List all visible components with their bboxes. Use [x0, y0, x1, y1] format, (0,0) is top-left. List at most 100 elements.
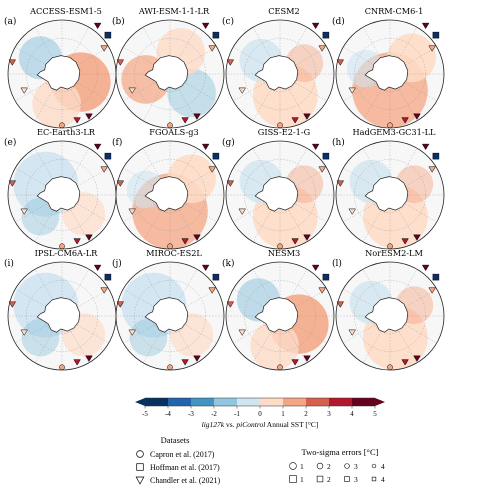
- proxy-triangle-marker: [336, 180, 345, 187]
- antarctica-outline: [254, 55, 299, 91]
- proxy-triangle-marker: [85, 113, 93, 120]
- proxy-triangle-marker: [201, 22, 210, 30]
- antarctica-outline: [36, 297, 81, 333]
- sst-anomaly-blob: [21, 318, 60, 357]
- proxy-triangle-marker: [100, 166, 108, 173]
- proxy-circle-marker: [59, 122, 65, 129]
- colorbar-tick-label: 5: [373, 410, 377, 418]
- proxy-square-marker: [322, 152, 330, 160]
- proxy-square-marker: [432, 31, 440, 39]
- panel-title: EC-Earth3-LR: [37, 127, 96, 137]
- error-square-marker: [344, 476, 350, 482]
- proxy-triangle-marker: [73, 117, 81, 124]
- proxy-circle-marker: [167, 364, 173, 371]
- proxy-triangle-marker: [348, 208, 356, 215]
- panel-title: GISS-E2-1-G: [258, 127, 310, 137]
- proxy-triangle-marker: [428, 166, 436, 173]
- proxy-circle-marker: [277, 243, 283, 250]
- proxy-square-marker: [104, 31, 112, 39]
- panel-letter: (a): [4, 16, 16, 27]
- antarctica-outline: [364, 55, 409, 91]
- panel-letter: (c): [222, 16, 234, 27]
- error-value-label: 1: [300, 462, 304, 471]
- proxy-triangle-marker: [193, 234, 201, 241]
- proxy-circle-marker: [277, 122, 283, 129]
- proxy-triangle-marker: [421, 264, 430, 272]
- colorbar-tick-label: -3: [188, 410, 194, 418]
- map-panel: (j) MIROC-ES2L: [112, 248, 225, 371]
- map-panel: (c) CESM2: [222, 6, 335, 129]
- proxy-triangle-marker: [336, 301, 345, 308]
- errors-legend-title: Two-sigma errors [°C]: [302, 447, 379, 457]
- panel-title: IPSL-CM6A-LR: [35, 248, 99, 258]
- proxy-triangle-marker: [421, 22, 430, 30]
- datasets-legend-label: Chandler et al. (2021): [150, 476, 221, 485]
- proxy-triangle-marker: [128, 87, 136, 94]
- proxy-triangle-marker: [291, 117, 299, 124]
- datasets-legend-label: Capron et al. (2017): [150, 450, 215, 459]
- proxy-triangle-marker: [93, 22, 102, 30]
- datasets-legend-title: Datasets: [161, 435, 190, 445]
- colorbar-segment: [260, 398, 284, 406]
- panel-title: AWI-ESM-1-1-LR: [138, 6, 210, 16]
- panel-title: NorESM2-LM: [365, 248, 423, 258]
- proxy-triangle-marker: [193, 113, 201, 120]
- colorbar-segment: [329, 398, 353, 406]
- panel-title: HadGEM3-GC31-LL: [352, 127, 436, 137]
- proxy-triangle-marker: [116, 59, 125, 66]
- proxy-triangle-marker: [201, 264, 210, 272]
- proxy-triangle-marker: [238, 208, 246, 215]
- panel-letter: (l): [332, 258, 342, 269]
- proxy-triangle-marker: [311, 143, 320, 151]
- proxy-triangle-marker: [238, 329, 246, 336]
- colorbar-label: lig127k vs. piControl Annual SST [°C]: [202, 420, 319, 429]
- proxy-triangle-marker: [208, 166, 216, 173]
- proxy-circle-marker: [277, 364, 283, 371]
- proxy-triangle-marker: [311, 264, 320, 272]
- proxy-triangle-marker: [401, 117, 409, 124]
- map-panel: (l) NorESM2-LM: [332, 248, 445, 371]
- proxy-triangle-marker: [318, 45, 326, 52]
- colorbar-tick-label: -4: [165, 410, 171, 418]
- error-circle-marker: [371, 463, 377, 469]
- proxy-triangle-marker: [348, 329, 356, 336]
- proxy-triangle-marker: [116, 301, 125, 308]
- colorbar-tick-label: -2: [211, 410, 217, 418]
- panel-title: CNRM-CM6-1: [365, 6, 424, 16]
- colorbar-min-arrow: [135, 398, 145, 406]
- proxy-triangle-marker: [93, 143, 102, 151]
- error-square-marker: [289, 475, 297, 483]
- proxy-triangle-marker: [208, 45, 216, 52]
- panel-title: FGOALS-g3: [149, 127, 198, 137]
- antarctica-outline: [144, 297, 189, 333]
- colorbar-segment: [283, 398, 307, 406]
- proxy-square-marker: [432, 152, 440, 160]
- colorbar-tick-label: -1: [234, 410, 240, 418]
- panel-letter: (g): [222, 137, 235, 148]
- proxy-triangle-marker: [303, 113, 311, 120]
- colorbar-tick-label: 3: [327, 410, 331, 418]
- proxy-triangle-marker: [85, 355, 93, 362]
- proxy-triangle-marker: [413, 355, 421, 362]
- proxy-circle-marker: [167, 122, 173, 129]
- error-circle-marker: [344, 463, 350, 469]
- proxy-square-marker: [322, 273, 330, 281]
- sst-anomaly-blob: [250, 321, 299, 370]
- colorbar: -5 -4 -3 -2 -1 0 1 2 3 4 5 lig127k vs. piControl An…: [135, 397, 385, 429]
- proxy-circle-marker: [167, 243, 173, 250]
- proxy-triangle-marker: [181, 238, 189, 245]
- proxy-triangle-marker: [291, 238, 299, 245]
- antarctica-outline: [144, 176, 189, 212]
- colorbar-segment: [214, 398, 238, 406]
- map-panel: (e) EC-Earth3-LR: [4, 127, 117, 250]
- panel-title: NESM3: [268, 248, 300, 258]
- proxy-triangle-marker: [181, 359, 189, 366]
- antarctica-outline: [364, 176, 409, 212]
- proxy-triangle-marker: [100, 45, 108, 52]
- proxy-square-marker: [104, 152, 112, 160]
- proxy-circle-marker: [387, 122, 393, 129]
- antarctica-outline: [364, 297, 409, 333]
- sst-anomaly-blob: [32, 79, 81, 128]
